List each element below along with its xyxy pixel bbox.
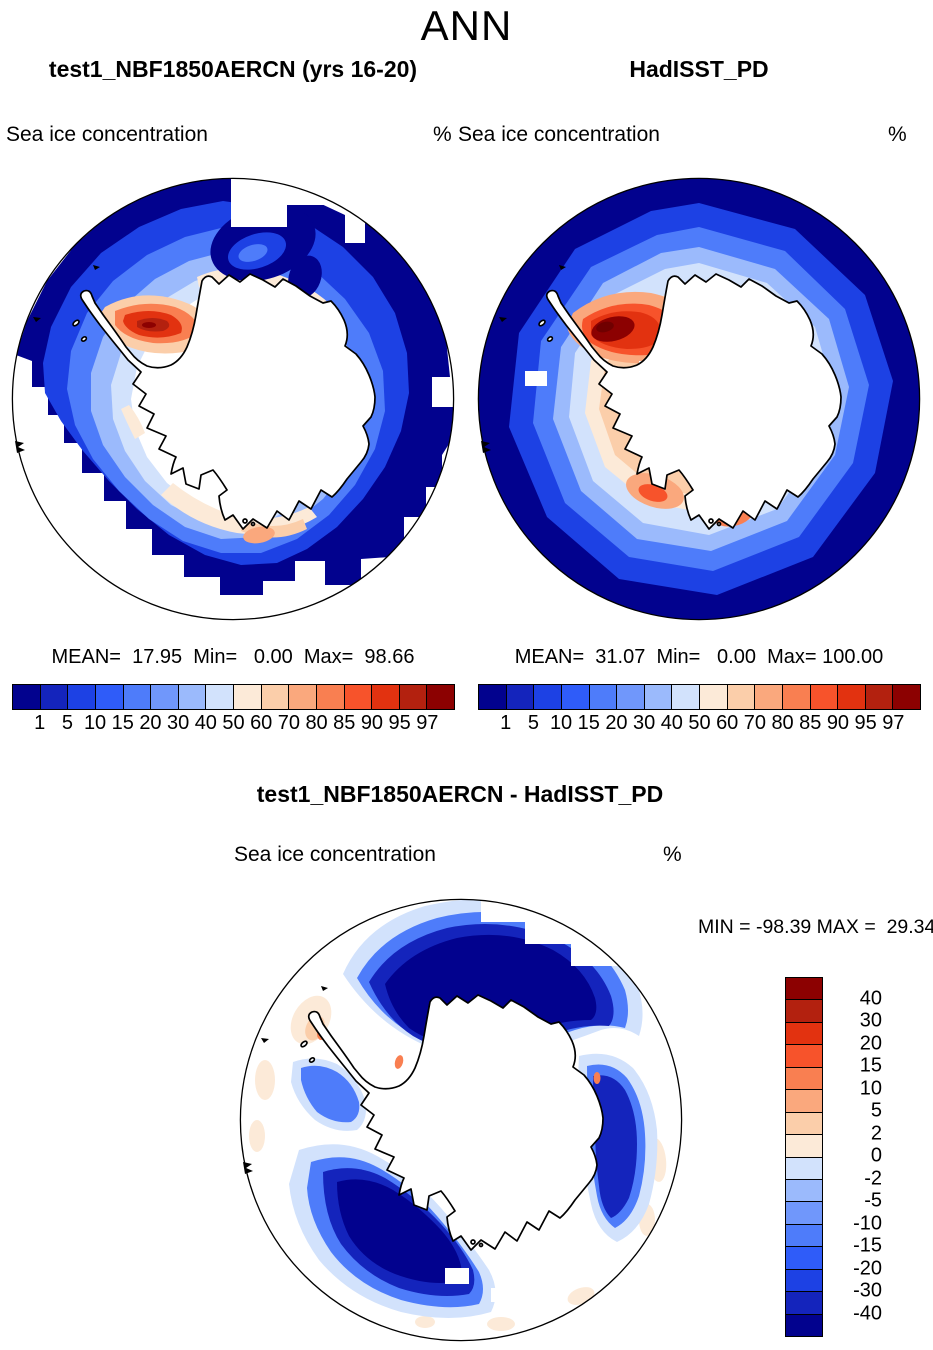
diff-units-label: % <box>663 843 682 866</box>
obs-panel-title: HadISST_PD <box>629 56 769 82</box>
diff-field-label: Sea ice concentration <box>234 843 436 866</box>
obs-stats: MEAN= 31.07 Min= 0.00 Max= 100.00 <box>514 646 884 668</box>
obs-units-label: % <box>888 123 907 146</box>
obs-colorbar <box>478 684 921 710</box>
diff-panel-title: test1_NBF1850AERCN - HadISST_PD <box>256 781 664 807</box>
season-title: ANN <box>420 2 513 49</box>
model-field-label: Sea ice concentration <box>6 123 208 146</box>
model-units-label: % <box>433 123 452 146</box>
model-panel-title: test1_NBF1850AERCN (yrs 16-20) <box>48 56 418 82</box>
obs-map <box>477 177 921 621</box>
model-colorbar <box>12 684 455 710</box>
diff-colorbar-ticks: 40 30 20 15 10 5 2 0 -2 -5 -10 -15 -20 -30 -40 <box>853 986 882 1324</box>
diff-colorbar <box>785 977 823 1337</box>
model-stats: MEAN= 17.95 Min= 0.00 Max= 98.66 <box>51 646 415 668</box>
model-map <box>11 177 455 621</box>
diff-minmax-stats: MIN = -98.39 MAX = 29.34 <box>698 916 933 938</box>
model-colorbar-ticks: 1 5 10 15 20 30 40 50 60 70 80 85 90 95 97 <box>34 712 439 734</box>
obs-field-label: Sea ice concentration <box>458 123 660 146</box>
difference-map <box>239 898 683 1342</box>
obs-colorbar-ticks: 1 5 10 15 20 30 40 50 60 70 80 85 90 95 97 <box>500 712 905 734</box>
